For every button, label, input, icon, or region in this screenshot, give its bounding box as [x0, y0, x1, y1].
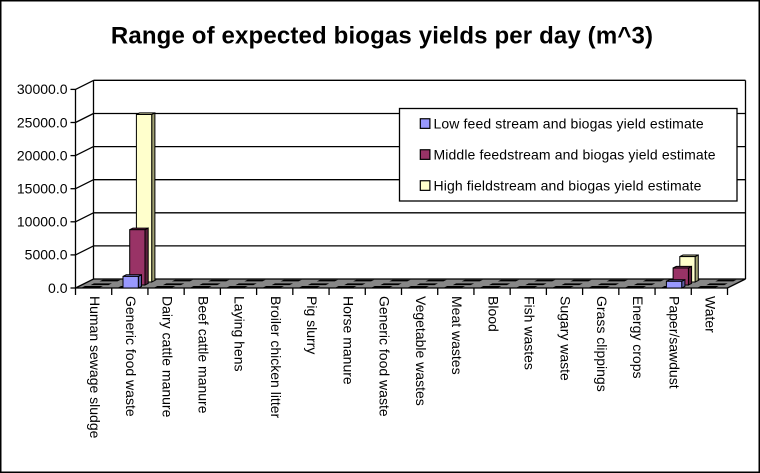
svg-text:Meat wastes: Meat wastes — [449, 296, 465, 375]
svg-text:20000.0: 20000.0 — [17, 147, 68, 163]
svg-text:15000.0: 15000.0 — [17, 181, 68, 197]
svg-text:Sugary waste: Sugary waste — [558, 296, 574, 381]
svg-text:Dairy cattle manure: Dairy cattle manure — [159, 296, 175, 418]
svg-text:25000.0: 25000.0 — [17, 114, 68, 130]
svg-text:0.0: 0.0 — [48, 280, 68, 296]
svg-text:10000.0: 10000.0 — [17, 214, 68, 230]
svg-text:Laying hens: Laying hens — [232, 296, 248, 372]
svg-text:5000.0: 5000.0 — [25, 247, 68, 263]
svg-text:Fish wastes: Fish wastes — [522, 296, 538, 370]
svg-text:Beef cattle manure: Beef cattle manure — [196, 296, 212, 414]
svg-text:Blood: Blood — [485, 296, 501, 332]
svg-text:Generic food waste: Generic food waste — [123, 296, 139, 417]
svg-text:Broiler chicken litter: Broiler chicken litter — [268, 296, 284, 418]
svg-text:Horse manure: Horse manure — [340, 296, 356, 385]
svg-text:Paper/sawdust: Paper/sawdust — [666, 296, 682, 389]
svg-text:Pig slurry: Pig slurry — [304, 296, 320, 354]
svg-text:Range of expected biogas yield: Range of expected biogas yields per day … — [111, 23, 653, 50]
svg-text:High fieldstream and biogas yi: High fieldstream and biogas yield estima… — [434, 178, 702, 194]
svg-text:Generic food waste: Generic food waste — [377, 296, 393, 417]
svg-text:Human sewage sludge: Human sewage sludge — [87, 296, 103, 439]
svg-text:30000.0: 30000.0 — [17, 81, 68, 97]
svg-text:Vegetable wastes: Vegetable wastes — [413, 296, 429, 406]
svg-text:Middle feedstream and biogas y: Middle feedstream and biogas yield estim… — [434, 147, 716, 163]
svg-text:Water: Water — [703, 296, 719, 333]
svg-text:Grass clippings: Grass clippings — [594, 296, 610, 392]
svg-text:Low feed stream and biogas yie: Low feed stream and biogas yield estimat… — [434, 116, 704, 132]
svg-text:Energy crops: Energy crops — [630, 296, 646, 378]
